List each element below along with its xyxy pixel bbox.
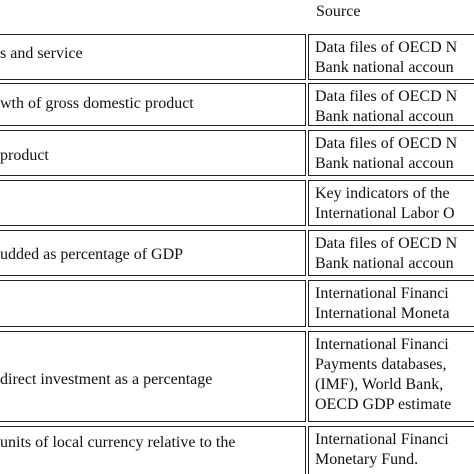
source-cell: International Financi International Mone… <box>308 280 474 327</box>
source-line: International Financi <box>315 431 449 448</box>
source-line: Data files of OECD N <box>315 235 458 252</box>
source-cell: Data files of OECD N Bank national accou… <box>308 230 474 276</box>
header-source-cell: Source <box>306 0 474 30</box>
source-cell: International Financi Payments databases… <box>308 331 474 422</box>
table-row: s and service Data files of OECD N Bank … <box>0 34 474 80</box>
table-header-row: Source <box>0 0 474 30</box>
source-cell: Key indicators of the International Labo… <box>308 180 474 226</box>
indicator-text: product <box>0 147 49 164</box>
indicator-text: units of local currency relative to the <box>0 434 236 451</box>
source-line: (IMF), World Bank, <box>315 376 444 393</box>
table-row: udded as percentage of GDP Data files of… <box>0 230 474 276</box>
source-line: Bank national accoun <box>315 255 454 272</box>
table-row: Key indicators of the International Labo… <box>0 180 474 226</box>
indicator-cell <box>0 180 306 226</box>
indicator-text: wth of gross domestic product <box>0 95 194 112</box>
indicator-cell: product <box>0 130 306 176</box>
table-row: International Financi International Mone… <box>0 280 474 327</box>
indicator-text: direct investment as a percentage <box>0 371 213 388</box>
indicator-cell: units of local currency relative to the <box>0 426 306 474</box>
indicator-text: s and service <box>0 45 83 62</box>
header-indicator-cell <box>0 0 306 30</box>
indicator-text: udded as percentage of GDP <box>0 246 184 263</box>
source-cell: International Financi Monetary Fund. <box>308 426 474 474</box>
source-line: Data files of OECD N <box>315 88 458 105</box>
indicator-cell <box>0 280 306 327</box>
source-line: International Moneta <box>315 305 450 322</box>
source-line: Bank national accoun <box>315 108 454 125</box>
source-line: International Labor O <box>315 205 455 222</box>
source-line: International Financi <box>315 336 449 353</box>
source-line: Bank national accoun <box>315 59 454 76</box>
source-cell: Data files of OECD N Bank national accou… <box>308 130 474 176</box>
source-line: Key indicators of the <box>315 185 450 202</box>
indicator-cell: direct investment as a percentage <box>0 331 306 422</box>
source-cell: Data files of OECD N Bank national accou… <box>308 83 474 126</box>
indicator-cell: s and service <box>0 34 306 80</box>
table-row: product Data files of OECD N Bank nation… <box>0 130 474 176</box>
source-line: Data files of OECD N <box>315 135 458 152</box>
table-row: wth of gross domestic product Data files… <box>0 83 474 126</box>
source-cell: Data files of OECD N Bank national accou… <box>308 34 474 80</box>
table-row: units of local currency relative to the … <box>0 426 474 474</box>
indicator-cell: wth of gross domestic product <box>0 83 306 126</box>
source-line: Bank national accoun <box>315 155 454 172</box>
source-line: International Financi <box>315 285 449 302</box>
source-line: Monetary Fund. <box>315 451 419 468</box>
source-line: Data files of OECD N <box>315 39 458 56</box>
table-row: direct investment as a percentage Intern… <box>0 331 474 422</box>
indicator-cell: udded as percentage of GDP <box>0 230 306 276</box>
source-column-header: Source <box>316 3 361 20</box>
source-line: OECD GDP estimate <box>315 396 452 413</box>
source-line: Payments databases, <box>315 356 447 373</box>
